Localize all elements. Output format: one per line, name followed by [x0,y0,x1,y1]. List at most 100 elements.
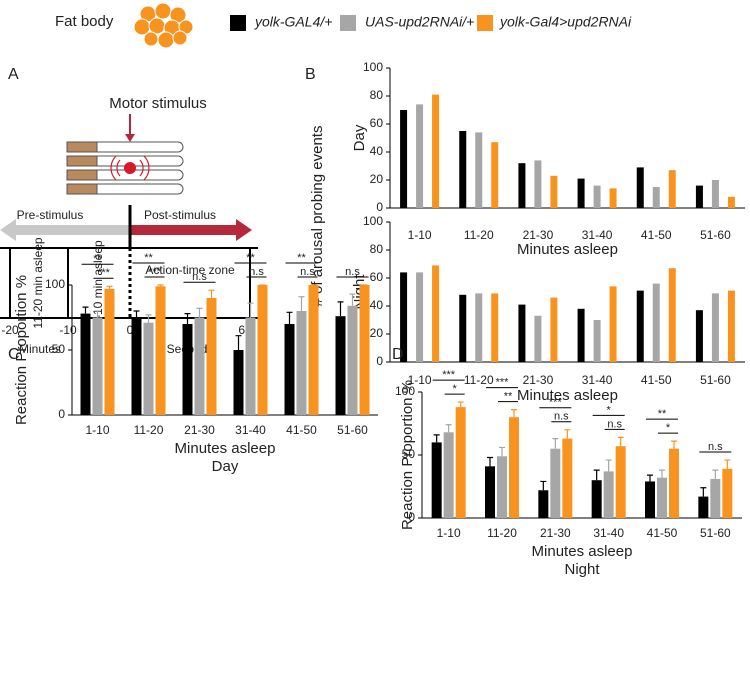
error-bar [457,401,464,408]
bar [308,285,319,415]
stimulus-label: Motor stimulus [109,95,207,112]
error-bar [511,409,517,418]
x-tick-label: 41-50 [286,423,317,437]
significance-label: * [607,404,612,416]
chart-title: Night [564,561,600,578]
error-bar [235,335,242,350]
legend-entry: yolk-GAL4/+ [254,14,332,30]
significance-label: ** [246,252,255,264]
error-bar [298,296,305,311]
panel-letter: D [392,346,404,363]
bar [497,456,507,518]
error-bar [208,289,215,298]
x-tick-label: 21-30 [523,228,554,242]
time-tick: -20 [1,323,19,337]
panel-letter: C [8,346,20,363]
bar [538,490,549,518]
x-tick-label: 21-30 [523,373,554,387]
significance-label: *** [148,266,162,278]
bar [668,268,676,362]
y-tick-label: 100 [363,214,383,228]
bar [615,446,626,518]
bar [432,265,440,362]
zone-label: Action-time zone [145,263,235,277]
zone-label: 11-20 min asleep [31,237,45,328]
bar [591,480,602,518]
error-bar [349,293,356,306]
significance-label: * [666,422,671,434]
significance-label: n.s [607,418,622,430]
y-axis-label: # of arousal probing events [309,126,326,307]
y-tick-label: 50 [402,447,416,461]
y-tick-label: 20 [370,172,384,186]
significance-label: n.s [300,266,315,278]
significance-label: *** [496,377,510,389]
error-bar [647,474,653,482]
bar [695,185,703,208]
bar [636,290,644,362]
x-tick-label: 51-60 [700,228,731,242]
significance-label: n.s [708,441,723,453]
x-tick-label: 31-40 [582,373,613,387]
error-bar [82,306,89,314]
bar [400,110,408,208]
y-tick-label: 80 [370,242,384,256]
x-tick-label: 31-40 [582,228,613,242]
bar [80,313,91,415]
bar [257,285,268,415]
error-bar [712,469,719,479]
legend-swatch [477,15,493,31]
error-bar [286,311,293,324]
significance-label: *** [442,369,456,381]
bar [359,285,370,415]
error-bar [445,424,452,433]
bar [475,132,483,208]
bar [668,170,676,208]
y-tick-label: 100 [45,277,65,291]
bar [695,310,703,362]
x-tick-label: 11-20 [464,228,494,242]
bar [416,104,424,208]
y-tick-label: 50 [52,342,66,356]
y-tick-label: 60 [370,116,384,130]
bar [155,286,166,415]
y-tick-label: 20 [370,326,384,340]
bar [722,468,733,518]
bar [416,272,424,362]
bar [593,320,601,362]
panel-letter: A [8,66,19,83]
bar [645,481,655,518]
bar [518,163,526,208]
y-axis-label: Reaction Proportion % [399,380,416,530]
bar [485,466,495,518]
y-tick-label: 0 [58,407,65,421]
zone-label: 1-10 min asleep [91,240,105,326]
x-tick-label: 1-10 [85,423,109,437]
time-unit: Minutes [19,342,61,356]
error-bar [94,310,101,318]
bar [194,317,205,415]
post-arrowhead [236,219,252,241]
post-label: Post-stimulus [144,208,216,222]
bar [509,417,519,518]
bar [636,167,644,208]
bar [431,442,442,518]
legend-entry: yolk-Gal4>upd2RNAi [499,14,632,30]
bar [657,477,667,518]
bar [577,308,585,362]
panel-letter: B [305,66,316,83]
bar [727,290,735,362]
bar [459,131,467,208]
bar [143,322,154,415]
bar [432,94,440,208]
bar [296,311,307,415]
fat-body-icon [133,2,194,49]
bar [92,317,103,415]
error-bar [487,456,493,467]
bar [698,496,709,518]
error-bar [540,480,547,491]
x-tick-label: 41-50 [647,526,678,540]
x-axis-label: Minutes asleep [517,387,618,404]
x-tick-label: 11-20 [134,423,164,437]
bar [131,318,142,415]
